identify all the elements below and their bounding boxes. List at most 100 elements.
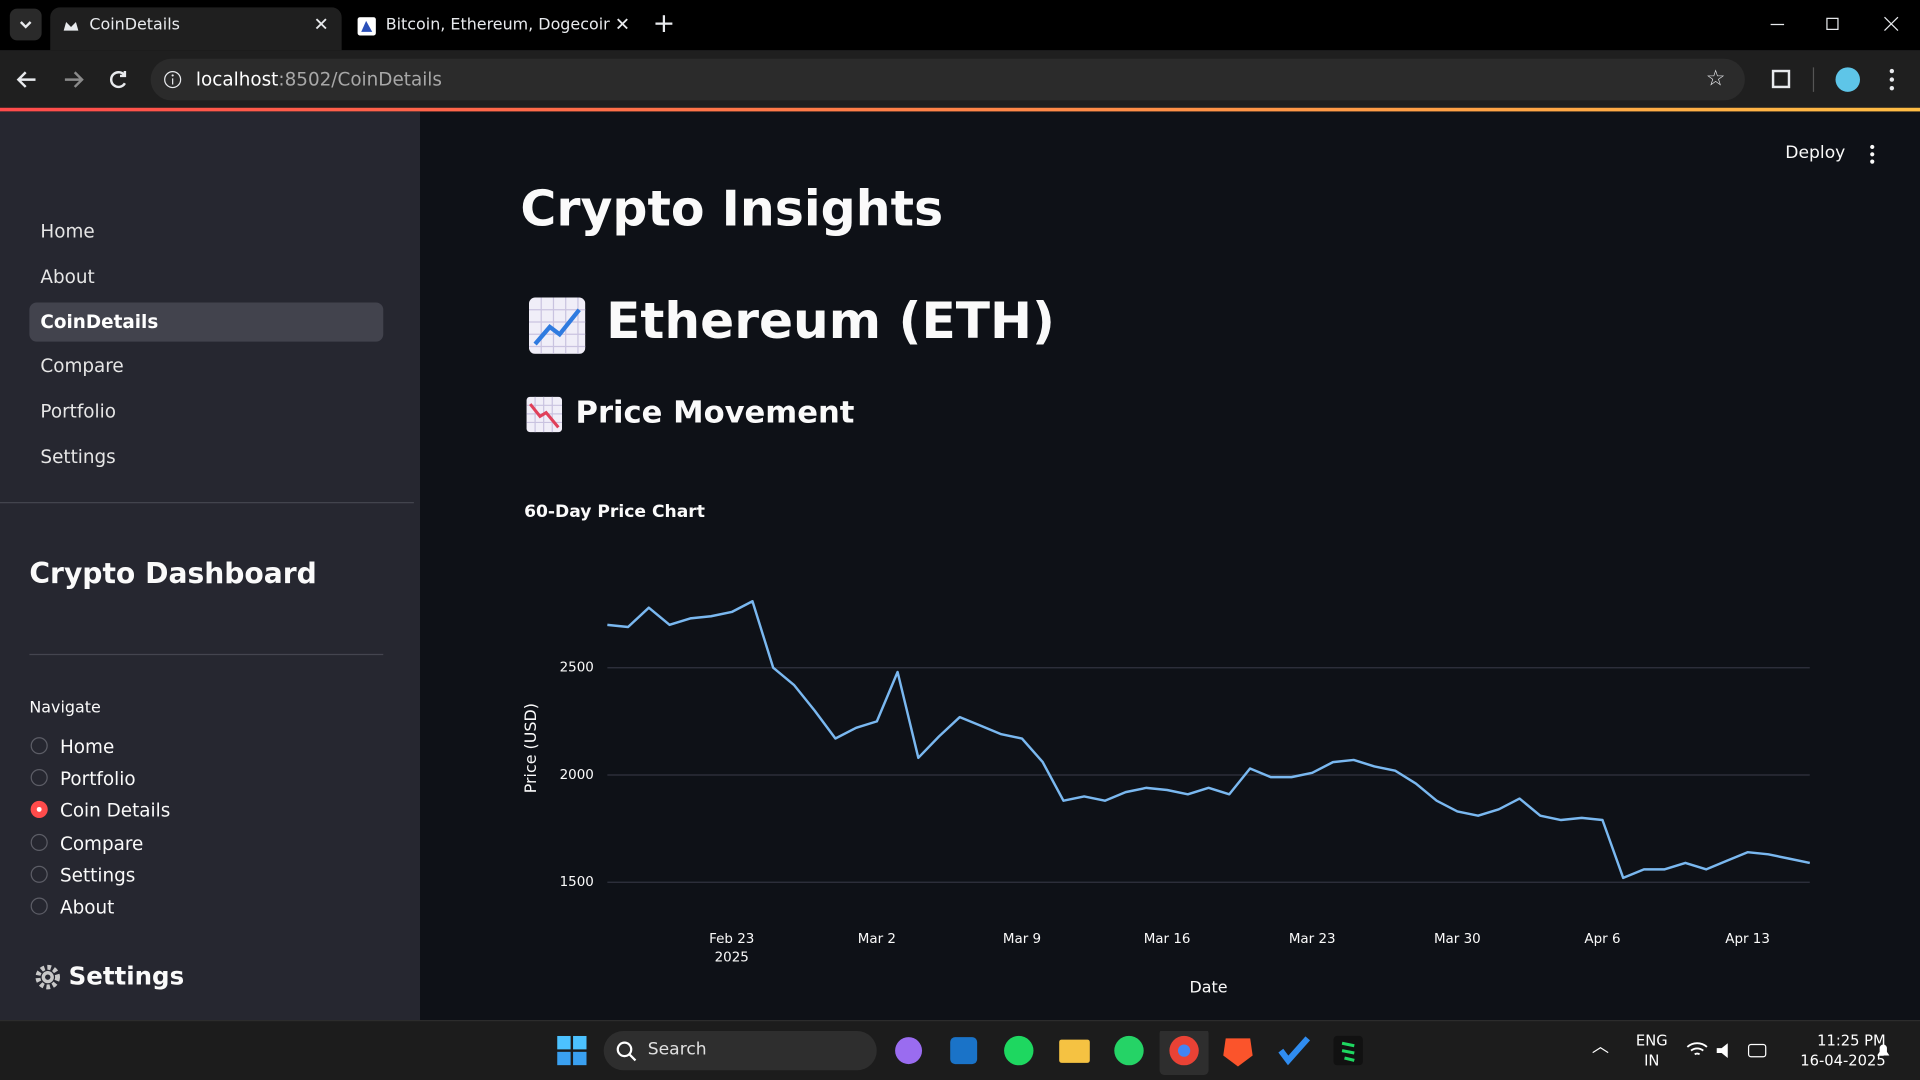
x-tick-sublabel: 2025 [715, 951, 749, 966]
forward-button[interactable] [64, 71, 84, 88]
search-box[interactable]: Search [603, 1031, 877, 1071]
toolbar-icons [1771, 67, 1895, 92]
radio-text: Home [60, 735, 115, 758]
price-line [607, 600, 1811, 880]
new-tab-button[interactable]: + [652, 8, 676, 40]
radio-option[interactable]: Coin Details [29, 798, 170, 825]
tab-icon [63, 22, 79, 31]
nav-link[interactable]: Home [40, 220, 95, 243]
radio-text: Settings [60, 864, 136, 887]
nav-buttons [16, 71, 127, 89]
chart-down-emoji [526, 396, 563, 433]
bookmark-star[interactable]: ☆ [1705, 66, 1726, 92]
brave-icon[interactable] [1223, 1038, 1253, 1067]
x-tick-label: Apr 6 [1584, 932, 1620, 947]
radio-dot [30, 897, 48, 915]
language-indicator[interactable]: ENG IN [1636, 1031, 1668, 1070]
tray-chevron[interactable]: ︿ [1591, 1037, 1609, 1057]
back-button[interactable] [16, 71, 36, 88]
radio-dot [30, 737, 48, 755]
window-controls [1770, 16, 1899, 32]
page-title: Crypto Insights [520, 181, 944, 238]
url-host: localhost [195, 68, 279, 91]
notification-icon[interactable] [1873, 1041, 1893, 1061]
divider [0, 502, 414, 504]
close-button[interactable] [1884, 16, 1899, 32]
nav-link[interactable]: Portfolio [40, 400, 116, 423]
x-tick-label: Feb 23 [709, 932, 754, 947]
sidebar-title: Crypto Dashboard [29, 558, 317, 591]
url-path: :8502/CoinDetails [278, 68, 442, 91]
restore-button[interactable] [1826, 17, 1839, 31]
x-tick-label: Mar 16 [1144, 932, 1191, 947]
divider [29, 653, 384, 656]
start-button[interactable] [557, 1035, 587, 1066]
x-tick-label: Mar 2 [858, 932, 896, 947]
radio-option[interactable]: Settings [29, 862, 135, 889]
spotify-icon[interactable] [1004, 1035, 1034, 1066]
explorer-icon[interactable] [1059, 1039, 1090, 1063]
nav-link[interactable]: Compare [40, 355, 124, 378]
radio-dot [30, 865, 48, 883]
tab-close[interactable]: ✕ [313, 13, 329, 36]
radio-text: About [60, 896, 115, 919]
radio-dot [30, 801, 48, 819]
radio-dot [30, 833, 48, 851]
tab-search-button[interactable] [9, 8, 42, 41]
url-text: localhost:8502/CoinDetails [196, 59, 442, 101]
y-tick-label: 1500 [560, 875, 594, 890]
nav-link[interactable]: CoinDetails [29, 301, 384, 342]
url-field[interactable]: localhost:8502/CoinDetails ☆ [150, 58, 1745, 101]
deploy-button[interactable]: Deploy [1785, 143, 1846, 163]
tab-icon [357, 17, 376, 36]
radio-label: Navigate [29, 699, 101, 718]
x-tick-label: Mar 30 [1434, 932, 1481, 947]
search-text: Search [647, 1039, 707, 1060]
nav-link[interactable]: Settings [40, 445, 116, 468]
tab[interactable]: CoinDetails ✕ [50, 7, 342, 51]
search-icon [616, 1041, 637, 1062]
y-axis-label: Price (USD) [521, 703, 540, 793]
section-heading: Price Movement [575, 394, 855, 430]
chart-title: 60-Day Price Chart [524, 502, 705, 522]
radio-option[interactable]: Home [29, 733, 114, 760]
todo-icon[interactable] [1278, 1036, 1311, 1066]
header-accent [0, 107, 1920, 112]
clock[interactable]: 11:25 PM 16-04-2025 [1773, 1031, 1886, 1070]
sidebar: Home About CoinDetails Compare Portfolio Sett… [0, 111, 421, 1021]
y-tick-label: 2000 [560, 768, 594, 783]
reload-button[interactable] [109, 71, 127, 89]
extensions-button[interactable] [1771, 69, 1791, 89]
nav-link[interactable]: About [40, 265, 95, 288]
whatsapp-icon[interactable] [1114, 1035, 1144, 1066]
radio-text: Coin Details [60, 800, 171, 823]
taskbar: Search ︿ ENG IN 11:25 PM 16-04-2025 [0, 1020, 1920, 1080]
settings-heading: Settings [68, 961, 185, 991]
radio-option[interactable]: Portfolio [29, 766, 136, 793]
menu-button[interactable] [1889, 85, 1895, 91]
profile-avatar[interactable] [1835, 67, 1861, 92]
chart-up-emoji [528, 297, 586, 354]
region: IN [1644, 1051, 1660, 1069]
tab-close[interactable]: ✕ [609, 7, 631, 43]
radio-option[interactable]: Compare [29, 830, 143, 857]
radio-text: Portfolio [60, 767, 136, 791]
address-bar: localhost:8502/CoinDetails ☆ [0, 50, 1920, 108]
chevron-icon [19, 21, 32, 29]
tray-icons[interactable] [1685, 1038, 1771, 1062]
time: 11:25 PM [1817, 1032, 1886, 1050]
x-tick-label: Apr 13 [1725, 932, 1770, 947]
x-tick-label: Mar 23 [1289, 932, 1336, 947]
tab-bar: CoinDetails ✕ Bitcoin, Ethereum, Dogecoi… [0, 0, 1920, 51]
x-tick-label: Mar 9 [1003, 932, 1041, 947]
copilot-icon[interactable] [895, 1037, 923, 1065]
tab-title: CoinDetails [89, 15, 180, 35]
taskbar-apps [895, 1031, 1363, 1076]
main-menu-button[interactable] [1864, 143, 1881, 165]
outlook-icon[interactable] [950, 1037, 978, 1065]
language: ENG [1635, 1032, 1668, 1050]
radio-option[interactable]: About [29, 894, 114, 921]
tab[interactable]: Bitcoin, Ethereum, Dogecoin M ✕ [347, 7, 638, 50]
